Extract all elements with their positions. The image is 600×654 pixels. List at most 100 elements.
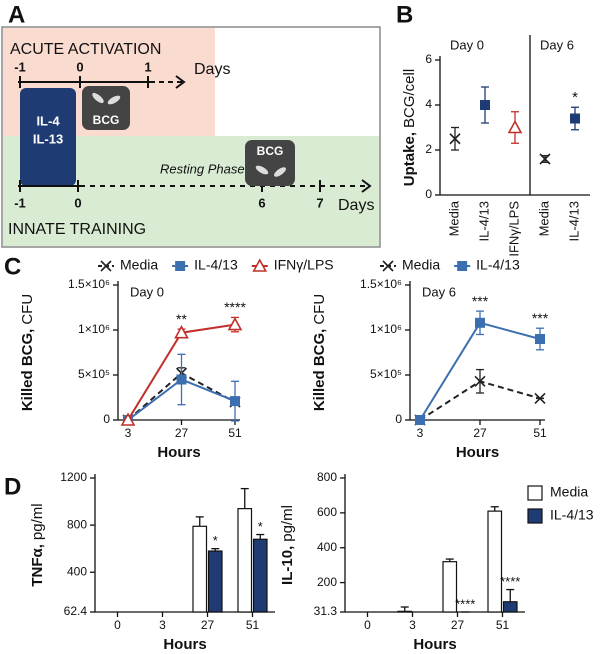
bcg-box [245,140,295,186]
bar [252,538,268,613]
legend-label: Media [402,257,440,273]
x-tick-label: 51 [496,618,510,632]
point [475,317,485,328]
legend-marker [175,261,186,271]
arrow-head [175,75,186,89]
point [534,392,546,404]
x-tick-label: 27 [473,426,487,440]
x-tick-label: Media [536,200,551,236]
point [176,374,187,385]
point [174,325,189,339]
y-axis-label: Killed BCG, CFU [311,294,328,411]
y-label-rest: pg/ml [29,503,46,540]
error-bar [256,533,265,540]
y-tick-label: 1200 [60,470,87,484]
legend-marker [457,261,468,271]
error-bar [506,588,515,602]
x-axis-label: Hours [413,636,456,653]
acute-title: ACUTE ACTIVATION [10,41,161,58]
x-tick-label: 0 [114,618,121,632]
tick-label: 6 [258,195,265,210]
y-tick-label: 1.5×10⁶ [360,277,402,291]
y-label-rest: BCG/cell [401,69,418,128]
y-tick-label: 600 [317,505,337,519]
panel-label: C [4,253,21,280]
y-tick-label: 31.3 [314,604,338,618]
bar [397,610,413,613]
y-label-rest: CFU [19,294,36,325]
legend-label: IL-4/13 [550,507,594,523]
x-tick-label: 51 [228,426,242,440]
point [449,133,461,145]
annotation: * [572,89,578,106]
y-label-bold: Killed BCG, [311,329,328,412]
y-label-bold: Killed BCG, [19,329,36,412]
y-label-rest: CFU [311,294,328,325]
bar [207,550,223,613]
y-tick-label: 6 [425,52,432,66]
cytokine-label: IL-4 [36,113,60,128]
bcg-label: BCG [257,144,284,158]
x-tick-label: IL-4/13 [566,201,581,241]
y-tick-label: 5×10⁵ [370,367,402,381]
arrow-head [361,179,372,193]
x-tick-label: 0 [364,618,371,632]
x-tick-label: 3 [417,426,424,440]
point [120,412,136,426]
x-tick-label: 3 [409,618,416,632]
unit-label: Days [194,61,230,78]
error-bar [240,487,249,509]
x-tick-label: IFNγ/LPS [506,201,521,257]
cytokine-label: IL-13 [33,131,63,146]
panel-label: B [396,1,413,28]
annotation: * [213,533,218,548]
y-tick-label: 2 [425,142,432,156]
y-tick-label: 62.4 [64,604,88,618]
annotation: *** [472,293,489,309]
y-tick-label: 4 [425,97,432,111]
error-bar [211,548,220,552]
bar [237,508,253,613]
tick-label: 7 [316,195,323,210]
x-tick-label: 51 [246,618,260,632]
point [415,415,425,425]
y-tick-label: 5×10⁵ [78,367,110,381]
point [535,334,545,344]
legend-label: Media [550,484,588,500]
error-bar [445,558,454,562]
x-tick-label: 27 [175,426,189,440]
y-label-rest: pg/ml [279,505,296,542]
legend-label: IL-4/13 [194,257,238,273]
x-axis-label: Hours [456,444,499,461]
y-tick-label: 0 [425,187,432,201]
chart-title: Day 6 [422,284,456,299]
bacterium [92,92,104,104]
x-tick-label: 51 [533,426,547,440]
bar [192,525,208,613]
bacterium [274,167,286,177]
annotation: **** [500,574,520,589]
error-bar [195,516,204,527]
tick-label: 0 [76,59,83,74]
y-axis-label: Killed BCG, CFU [19,294,36,411]
legend-marker [382,260,394,272]
tick-label: -1 [14,59,26,74]
chart-title: Day 0 [130,284,164,299]
point [230,396,240,407]
x-tick-label: Media [446,200,461,236]
tick-label: 0 [74,195,81,210]
x-axis-label: Hours [157,444,200,461]
y-tick-label: 0 [395,412,402,426]
x-tick-label: 3 [159,618,166,632]
y-tick-label: 400 [67,564,87,578]
x-tick-label: 27 [451,618,465,632]
legend-swatch [527,485,543,501]
cytokine-box [20,88,76,186]
bacterium [255,165,269,175]
bcg-label: BCG [93,113,120,127]
legend-swatch [527,508,543,524]
legend-marker [252,258,268,272]
x-axis-label: Hours [163,636,206,653]
annotation: *** [532,310,549,326]
